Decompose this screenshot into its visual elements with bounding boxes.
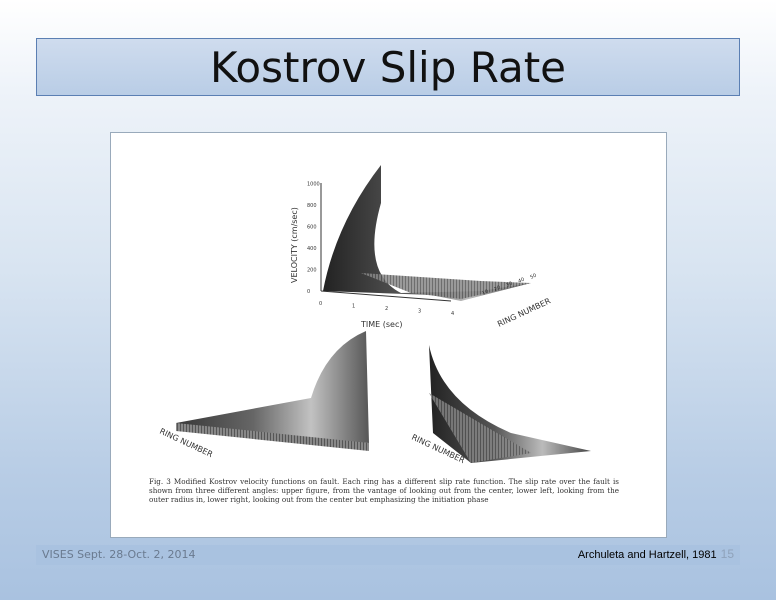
depth-tick-label: 10 xyxy=(481,289,489,297)
slide-title: Kostrov Slip Rate xyxy=(209,42,567,92)
depth-tick-label: 40 xyxy=(517,277,525,285)
depth-tick-label: 30 xyxy=(505,281,513,289)
depth-tick-label: 20 xyxy=(493,285,501,293)
title-bar: Kostrov Slip Rate xyxy=(36,38,740,96)
lower-left-plot: RING NUMBER xyxy=(158,331,369,459)
x-tick-label: 0 xyxy=(319,301,322,307)
y-tick-label: 200 xyxy=(307,268,317,274)
y-tick-label: 400 xyxy=(307,246,317,252)
page-number: 15 xyxy=(720,547,734,561)
y-tick-label: 0 xyxy=(307,289,310,295)
surface-edge xyxy=(176,423,369,451)
y-axis-label: VELOCITY (cm/sec) xyxy=(290,207,299,283)
x-axis xyxy=(320,290,452,302)
surface xyxy=(323,165,531,301)
y-tick-label: 800 xyxy=(307,203,317,209)
depth-axis-label: RING NUMBER xyxy=(496,296,552,329)
y-tick-label: 1000 xyxy=(307,182,320,188)
footer-event: VISES Sept. 28-Oct. 2, 2014 xyxy=(42,548,196,561)
x-tick-label: 4 xyxy=(451,311,454,317)
x-tick-label: 2 xyxy=(385,306,388,312)
lower-right-plot: RING NUMBER xyxy=(410,345,591,465)
surface-tail xyxy=(361,273,531,299)
surface-edge xyxy=(429,393,531,463)
depth-tick-label: 50 xyxy=(529,273,537,281)
x-tick-label: 1 xyxy=(352,304,355,310)
top-plot: 0 200 400 600 800 1000 0 1 2 3 4 10 20 30 40 50 VELOC… xyxy=(290,165,552,329)
surface xyxy=(176,331,369,443)
x-tick-label: 3 xyxy=(418,309,421,315)
y-tick-label: 600 xyxy=(307,225,317,231)
x-axis-label: TIME (sec) xyxy=(360,320,402,329)
footer: VISES Sept. 28-Oct. 2, 2014 Archuleta an… xyxy=(36,545,740,565)
figure-plots: 0 200 400 600 800 1000 0 1 2 3 4 10 20 30 40 50 VELOC… xyxy=(158,165,591,465)
citation: Archuleta and Hartzell, 1981 xyxy=(577,549,717,561)
footer-citation-wrap: Archuleta and Hartzell, 1981 15 xyxy=(578,547,734,561)
figure-caption: Fig. 3 Modified Kostrov velocity functio… xyxy=(149,477,619,504)
kostrov-figure-image: 0 200 400 600 800 1000 0 1 2 3 4 10 20 30 40 50 VELOC… xyxy=(110,132,667,538)
